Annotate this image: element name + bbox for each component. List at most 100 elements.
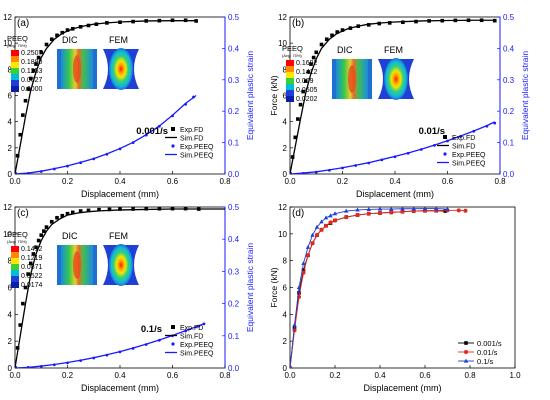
color-bar-segment (11, 50, 19, 56)
y-tick-label: 6 (8, 284, 13, 293)
y-tick-label: 4 (283, 118, 288, 127)
data-point-exp-fd (28, 76, 33, 81)
data-point-exp-fd (26, 87, 30, 91)
data-point-0-01-s (355, 213, 360, 218)
peeq-title: PEEQ (7, 34, 28, 43)
data-point-exp-fd (324, 37, 329, 42)
data-point-0-01-s (344, 215, 349, 220)
y-tick-label: 6 (8, 92, 13, 101)
legend-label: Sim.FD (180, 334, 203, 341)
x-tick-label: 1.0 (509, 371, 521, 380)
x-tick-label: 0.6 (419, 371, 431, 380)
y-tick-label: 12 (3, 13, 12, 22)
legend-marker (443, 135, 447, 139)
y-tick-label: 8 (283, 65, 288, 74)
legend-marker (443, 152, 447, 156)
contour-value: 0.1412 (296, 69, 318, 76)
contour-value: 0.2507 (21, 50, 43, 57)
data-point-0-01-s (315, 233, 319, 238)
data-point-0-1-s (301, 260, 306, 265)
data-point-0-01-s (310, 241, 315, 246)
strain-rate-label: 0.01/s (419, 126, 445, 137)
y-right-tick-label: 0.2 (228, 107, 240, 116)
x-axis-label: Displacement (mm) (356, 189, 434, 199)
data-point-0-1-s (292, 322, 297, 327)
y-tick-label: 0 (8, 170, 13, 179)
fem-notch-left (103, 49, 108, 89)
y-tick-label: 8 (283, 257, 288, 266)
fem-notch-left (103, 245, 108, 285)
color-bar-segment (11, 282, 19, 288)
y-tick-label: 2 (283, 337, 288, 346)
data-point-exp-fd (314, 50, 319, 55)
data-point-0-1-s (290, 365, 292, 368)
x-tick-label: 0.2 (62, 177, 74, 186)
data-point-exp-fd (31, 68, 36, 73)
color-bar-segment (11, 264, 19, 270)
data-point-exp-fd (55, 215, 59, 220)
legend-marker (463, 358, 469, 363)
data-point-exp-fd (44, 42, 49, 47)
y-tick-label: 6 (283, 284, 288, 293)
y-tick-label: 0 (283, 170, 288, 179)
y-tick-label: 0 (8, 364, 13, 373)
color-bar-segment (286, 84, 294, 90)
y-right-tick-label: 0.0 (228, 364, 240, 373)
data-point-exp-fd (55, 33, 59, 38)
color-bar-segment (286, 90, 294, 96)
panel-label: (d) (292, 208, 304, 219)
panel-label: (c) (17, 208, 29, 219)
data-point-exp-fd (107, 207, 112, 212)
series-line-0-1-s (290, 208, 448, 368)
data-point-exp-fd (34, 245, 38, 250)
data-point-exp-fd (18, 323, 23, 327)
data-point-exp-fd (306, 70, 311, 74)
data-point-exp-fd (118, 207, 122, 211)
x-tick-label: 0.0 (284, 177, 296, 186)
y-tick-label: 12 (278, 203, 287, 212)
x-axis-label: Displacement (mm) (81, 383, 159, 393)
x-tick-label: 0.2 (62, 371, 74, 380)
y-tick-label: 4 (8, 118, 13, 127)
contour-value: 0.1219 (21, 255, 43, 262)
data-point-exp-fd (309, 62, 313, 66)
y-tick-label: 12 (278, 13, 287, 22)
y-right-axis-label: Equivalent plastic strain (245, 243, 255, 333)
y-right-tick-label: 0.2 (503, 107, 515, 116)
legend-label: Exp.PEEQ (180, 144, 214, 151)
panel-label: (a) (17, 18, 29, 29)
y-right-tick-label: 0.4 (228, 44, 240, 53)
legend-label: Exp.FD (180, 325, 203, 332)
legend-marker (171, 342, 175, 346)
data-point-exp-fd (31, 252, 36, 256)
legend-label: Exp.PEEQ (180, 342, 214, 349)
data-point-0-01-s (328, 220, 333, 225)
data-point-exp-fd (23, 98, 28, 103)
y-axis-label: Force (kN) (269, 267, 279, 307)
data-point-0-01-s (389, 210, 394, 215)
legend-label: 0.1/s (477, 357, 494, 366)
legend-label: 0.001/s (477, 339, 502, 348)
data-point-0-1-s (400, 207, 405, 211)
data-point-0-1-s (389, 207, 394, 211)
color-bar-segment (286, 66, 294, 72)
data-point-exp-fd (303, 79, 308, 83)
legend-label: Sim.FD (452, 144, 475, 151)
x-tick-label: 0.2 (337, 177, 349, 186)
data-point-exp-fd (23, 285, 28, 290)
y-right-tick-label: 0.5 (228, 203, 240, 212)
x-axis-label: Displacement (mm) (363, 383, 441, 393)
y-tick-label: 10 (3, 230, 12, 239)
y-tick-label: 10 (3, 39, 12, 48)
data-point-0-1-s (411, 207, 416, 211)
y-tick-label: 0 (283, 364, 288, 373)
data-point-exp-fd (26, 272, 30, 276)
fem-label: FEM (384, 45, 403, 55)
data-point-exp-fd (42, 229, 46, 233)
series-line-sim-peeq (15, 94, 197, 174)
contour-value: 0.1880 (21, 59, 43, 66)
legend-label: Sim.PEEQ (180, 153, 214, 160)
data-point-exp-fd (319, 42, 324, 47)
data-point-0-1-s (319, 219, 324, 224)
data-point-exp-fd (131, 207, 135, 211)
